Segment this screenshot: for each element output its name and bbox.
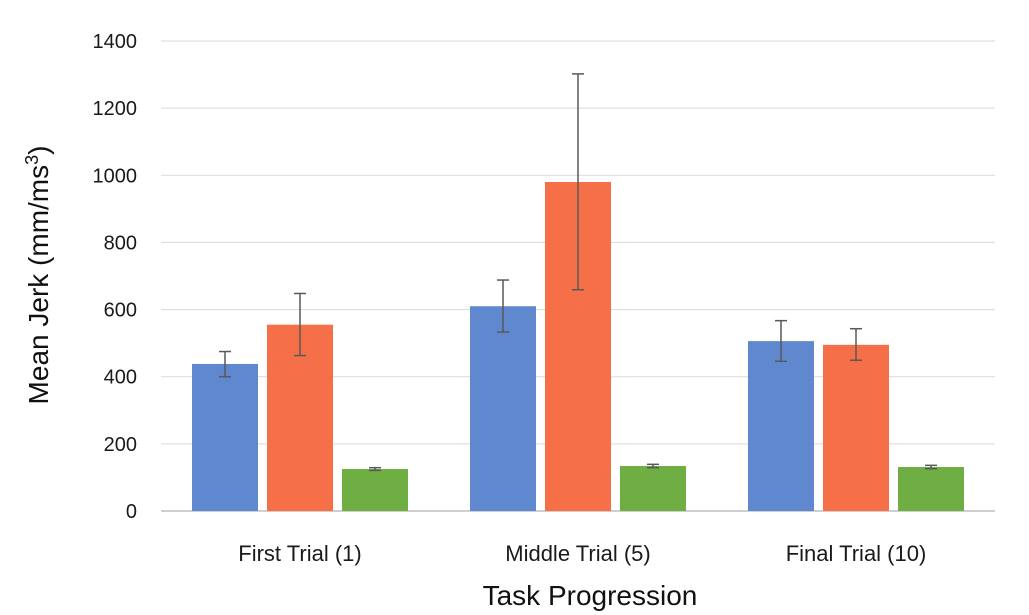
y-tick-label: 200 (104, 434, 137, 456)
bar-series3-3 (898, 467, 964, 511)
y-tick-label: 800 (104, 232, 137, 254)
y-tick-label: 400 (104, 367, 137, 389)
bar-series3-1 (342, 469, 408, 511)
bar-series2-3 (823, 344, 889, 511)
bar-series1-1 (192, 363, 258, 511)
x-category-label: First Trial (1) (238, 541, 361, 566)
x-category-label: Final Trial (10) (786, 541, 927, 566)
x-axis-title: Task Progression (483, 580, 698, 611)
y-axis-title-main: Mean Jerk (mm/ms (23, 165, 54, 405)
bar-series1-2 (470, 306, 536, 511)
y-axis-title: Mean Jerk (mm/ms3) (22, 146, 54, 405)
y-tick-label: 1200 (93, 98, 138, 120)
x-category-label: Middle Trial (5) (505, 541, 650, 566)
x-category-labels: First Trial (1) Middle Trial (5) Final Tri… (238, 541, 926, 566)
y-tick-labels: 0 200 400 600 800 1000 1200 1400 (93, 31, 138, 523)
bar-series3-2 (620, 466, 686, 511)
error-bars (219, 73, 937, 472)
y-tick-label: 0 (126, 501, 137, 523)
y-axis-title-superscript: 3 (22, 155, 42, 165)
y-tick-label: 1000 (93, 165, 138, 187)
y-axis-title-tail: ) (23, 146, 54, 155)
bar-series1-3 (748, 341, 814, 511)
y-tick-label: 600 (104, 300, 137, 322)
bars (192, 182, 964, 511)
y-tick-label: 1400 (93, 31, 138, 53)
